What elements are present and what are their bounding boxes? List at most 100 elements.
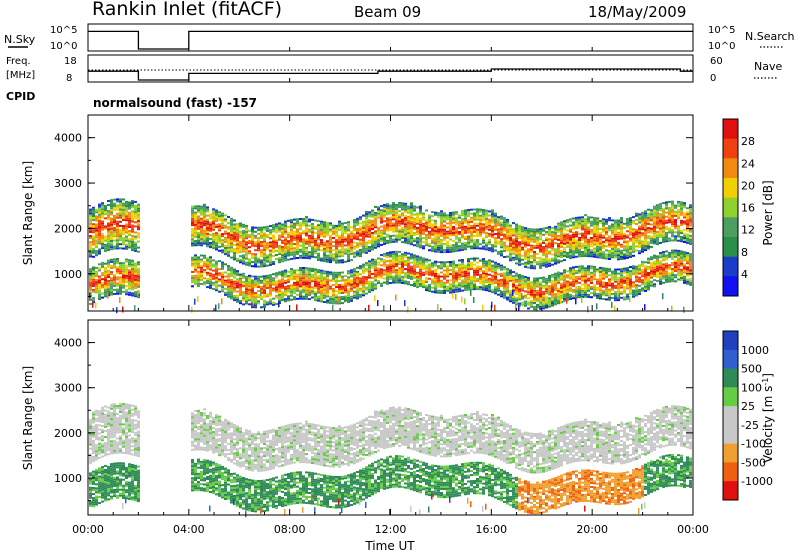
power-cell bbox=[200, 213, 203, 216]
power-cell bbox=[416, 206, 419, 209]
power-cell bbox=[524, 239, 527, 242]
power-cell bbox=[461, 218, 464, 221]
power-cell bbox=[206, 226, 209, 229]
power-cell bbox=[131, 274, 134, 276]
power-cell bbox=[98, 213, 101, 216]
power-cell bbox=[245, 253, 248, 256]
power-cell bbox=[350, 271, 353, 274]
power-cell bbox=[380, 219, 383, 222]
power-cell bbox=[494, 292, 497, 295]
power-cell bbox=[440, 291, 443, 294]
power-cell bbox=[263, 263, 266, 266]
power-cell bbox=[242, 283, 245, 285]
power-cell bbox=[323, 254, 326, 256]
power-cell bbox=[398, 220, 401, 223]
power-cell bbox=[308, 251, 311, 254]
power-cell bbox=[464, 231, 467, 234]
power-cell bbox=[305, 232, 308, 235]
power-cell bbox=[575, 276, 578, 279]
power-cell bbox=[281, 248, 284, 250]
power-cell bbox=[230, 236, 233, 239]
power-cell bbox=[113, 219, 116, 222]
power-cell bbox=[275, 294, 278, 297]
power-cell bbox=[578, 292, 581, 294]
power-cell bbox=[431, 219, 434, 222]
power-cell bbox=[455, 247, 458, 250]
power-cell bbox=[230, 283, 233, 286]
power-cell bbox=[527, 297, 530, 300]
power-cell bbox=[92, 219, 95, 222]
power-cell bbox=[365, 288, 368, 291]
power-cell bbox=[395, 226, 398, 229]
power-cell bbox=[110, 273, 113, 276]
power-cell bbox=[89, 282, 92, 285]
power-cell bbox=[488, 228, 491, 231]
power-speck bbox=[407, 306, 409, 313]
power-cell bbox=[104, 211, 107, 214]
power-cell bbox=[536, 240, 539, 243]
power-cell bbox=[203, 203, 206, 206]
power-cell bbox=[617, 258, 620, 261]
power-cell bbox=[347, 229, 350, 232]
power-cell bbox=[332, 271, 335, 274]
power-cell bbox=[374, 242, 377, 245]
power-cell bbox=[518, 235, 521, 238]
power-cell bbox=[620, 245, 623, 248]
power-cell bbox=[530, 293, 533, 296]
power-cell bbox=[590, 216, 593, 219]
power-cell bbox=[191, 277, 194, 280]
power-speck bbox=[194, 298, 196, 305]
power-cell bbox=[443, 292, 446, 294]
power-cell bbox=[95, 273, 98, 275]
power-cell bbox=[242, 258, 245, 261]
power-cell bbox=[557, 275, 560, 278]
power-cell bbox=[593, 268, 596, 270]
power-cell bbox=[275, 286, 278, 289]
power-cell bbox=[335, 284, 338, 287]
power-cell bbox=[326, 272, 329, 275]
power-cell bbox=[320, 273, 323, 276]
power-cell bbox=[560, 225, 563, 228]
power-cell bbox=[389, 269, 392, 272]
power-cell bbox=[209, 258, 212, 261]
power-cell bbox=[134, 225, 137, 228]
power-cell bbox=[245, 292, 248, 295]
power-cell bbox=[197, 233, 200, 236]
power-cell bbox=[572, 268, 575, 271]
power-cell bbox=[506, 229, 509, 232]
power-cell bbox=[506, 235, 509, 238]
power-cell bbox=[470, 218, 473, 221]
power-cell bbox=[368, 231, 371, 234]
power-speck bbox=[116, 307, 118, 314]
power-cell bbox=[338, 302, 341, 305]
power-cell bbox=[458, 247, 461, 250]
power-cell bbox=[350, 250, 353, 253]
power-cell bbox=[239, 236, 242, 239]
power-cell bbox=[500, 264, 503, 267]
power-cell bbox=[221, 282, 224, 285]
power-cell bbox=[323, 249, 326, 252]
power-cell bbox=[509, 249, 512, 252]
power-cell bbox=[398, 250, 401, 253]
power-cell bbox=[212, 216, 215, 219]
power-cell bbox=[374, 285, 377, 288]
power-cell bbox=[395, 218, 398, 221]
power-cell bbox=[380, 270, 383, 273]
power-cell bbox=[95, 283, 98, 286]
power-cell bbox=[116, 272, 119, 275]
power-cell bbox=[437, 279, 440, 282]
power-cell bbox=[608, 225, 611, 228]
power-cell bbox=[377, 231, 380, 233]
power-cell bbox=[221, 290, 224, 293]
power-cell bbox=[227, 283, 230, 286]
power-cell bbox=[302, 230, 305, 233]
power-cell bbox=[551, 300, 554, 303]
power-cell bbox=[209, 223, 212, 226]
power-cell bbox=[191, 205, 194, 208]
power-cell bbox=[494, 212, 497, 215]
power-cell bbox=[203, 216, 206, 218]
power-cell bbox=[122, 208, 125, 211]
power-cell bbox=[515, 286, 518, 289]
power-cell bbox=[239, 230, 242, 233]
power-cell bbox=[119, 276, 122, 279]
